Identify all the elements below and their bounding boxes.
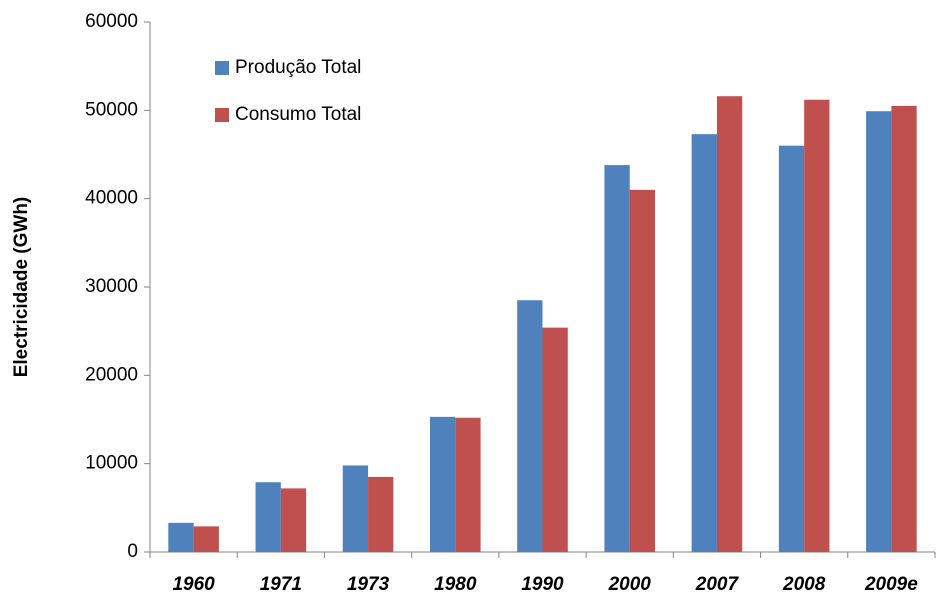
legend-label: Consumo Total — [235, 104, 361, 125]
bar — [280, 488, 307, 552]
x-tick-label: 1971 — [260, 574, 302, 595]
x-tick-label: 2000 — [608, 574, 652, 595]
x-tick-label: 1990 — [521, 574, 564, 595]
bar — [342, 465, 369, 552]
bar — [629, 189, 656, 553]
x-tick-label: 1980 — [434, 574, 477, 595]
bar — [716, 96, 743, 552]
bar — [542, 327, 568, 552]
y-tick-label: 30000 — [85, 276, 138, 297]
y-tick-label: 40000 — [85, 188, 138, 209]
y-tick-label: 0 — [127, 541, 138, 562]
y-tick-label: 10000 — [85, 453, 138, 474]
legend-swatch — [215, 61, 229, 75]
bar — [517, 300, 543, 552]
x-tick-label: 2007 — [695, 574, 740, 595]
bar — [429, 416, 456, 552]
y-axis-title: Electricidade (GWh) — [11, 197, 32, 378]
x-tick-label: 1973 — [347, 574, 390, 595]
legend-label: Produção Total — [235, 57, 361, 78]
y-tick-label: 60000 — [85, 11, 138, 32]
bar — [804, 99, 830, 552]
bar — [891, 105, 917, 553]
bar — [778, 145, 805, 552]
x-tick-label: 2008 — [782, 574, 826, 595]
bar — [168, 522, 194, 552]
legend-swatch — [215, 108, 229, 122]
x-tick-label: 2009e — [864, 574, 918, 595]
bar — [866, 111, 892, 552]
y-tick-label: 20000 — [85, 364, 138, 385]
bar — [193, 526, 219, 552]
bar — [368, 476, 394, 552]
bar — [455, 417, 481, 552]
x-tick-label: 1960 — [172, 574, 215, 595]
bar — [691, 134, 717, 552]
bar — [604, 165, 630, 552]
bar — [255, 482, 281, 552]
y-tick-label: 50000 — [85, 99, 138, 120]
